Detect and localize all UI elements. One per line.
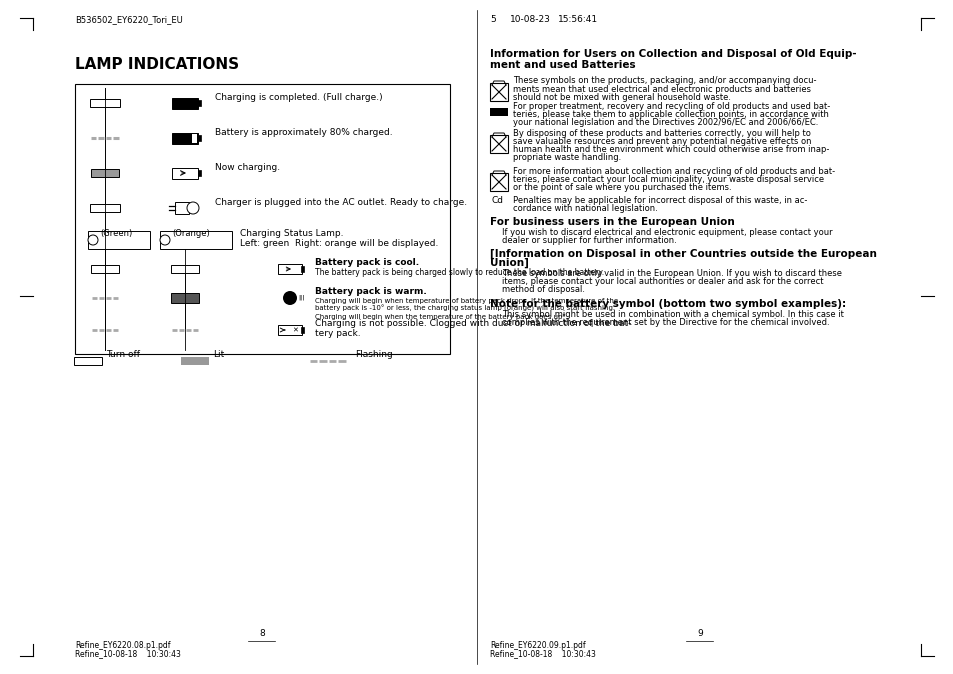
Text: Refine_EY6220.08.p1.pdf: Refine_EY6220.08.p1.pdf bbox=[75, 641, 171, 650]
Text: Union]: Union] bbox=[490, 258, 528, 268]
Text: |||: ||| bbox=[297, 295, 304, 301]
Text: Penalties may be applicable for incorrect disposal of this waste, in ac-: Penalties may be applicable for incorrec… bbox=[513, 196, 806, 205]
Bar bbox=[74, 357, 102, 365]
Bar bbox=[490, 173, 507, 191]
Text: propriate waste handling.: propriate waste handling. bbox=[513, 153, 620, 162]
Text: Turn off: Turn off bbox=[106, 350, 140, 359]
Circle shape bbox=[187, 202, 199, 214]
Text: Charging Status Lamp.: Charging Status Lamp. bbox=[240, 229, 343, 238]
Text: Refine_10-08-18    10:30:43: Refine_10-08-18 10:30:43 bbox=[75, 649, 181, 658]
Text: save valuable resources and prevent any potential negative effects on: save valuable resources and prevent any … bbox=[513, 137, 811, 146]
Text: battery pack is -10° or less, the charging status lamp (orange) will also start : battery pack is -10° or less, the chargi… bbox=[314, 305, 615, 313]
Text: B536502_EY6220_Tori_EU: B536502_EY6220_Tori_EU bbox=[75, 15, 183, 24]
Text: Battery pack is cool.: Battery pack is cool. bbox=[314, 258, 418, 267]
Text: 9: 9 bbox=[697, 629, 702, 638]
Text: By disposing of these products and batteries correctly, you will help to: By disposing of these products and batte… bbox=[513, 129, 810, 138]
Text: Refine_10-08-18    10:30:43: Refine_10-08-18 10:30:43 bbox=[490, 649, 596, 658]
Bar bbox=[198, 100, 201, 106]
Text: Charging will begin when temperature of battery pack drops. If the temperature o: Charging will begin when temperature of … bbox=[314, 298, 618, 304]
Bar bbox=[301, 266, 304, 272]
Bar bbox=[75, 84, 450, 354]
Text: The battery pack is being charged slowly to reduce the load on the battery.: The battery pack is being charged slowly… bbox=[314, 268, 603, 277]
Circle shape bbox=[88, 235, 98, 245]
Bar bbox=[490, 108, 507, 116]
Text: Refine_EY6220.09.p1.pdf: Refine_EY6220.09.p1.pdf bbox=[490, 641, 585, 650]
Bar bbox=[90, 204, 120, 212]
Text: 15:56:41: 15:56:41 bbox=[558, 15, 598, 24]
Text: LAMP INDICATIONS: LAMP INDICATIONS bbox=[75, 57, 239, 72]
Text: Cd: Cd bbox=[492, 196, 503, 205]
Text: your national legislation and the Directives 2002/96/EC and 2006/66/EC.: your national legislation and the Direct… bbox=[513, 118, 818, 127]
Text: [Information on Disposal in other Countries outside the European: [Information on Disposal in other Countr… bbox=[490, 249, 876, 259]
Text: These symbols are only valid in the European Union. If you wish to discard these: These symbols are only valid in the Euro… bbox=[501, 269, 841, 278]
Text: Charging will begin when the temperature of the battery pack goes up": Charging will begin when the temperature… bbox=[314, 314, 565, 320]
Bar bbox=[277, 325, 302, 335]
Text: If you wish to discard electrical and electronic equipment, please contact your: If you wish to discard electrical and el… bbox=[501, 228, 832, 237]
Text: For proper treatment, recovery and recycling of old products and used bat-: For proper treatment, recovery and recyc… bbox=[513, 102, 829, 111]
Bar bbox=[301, 327, 304, 333]
Text: items, please contact your local authorities or dealer and ask for the correct: items, please contact your local authori… bbox=[501, 277, 822, 286]
Text: For business users in the European Union: For business users in the European Union bbox=[490, 217, 734, 227]
Text: Battery is approximately 80% charged.: Battery is approximately 80% charged. bbox=[214, 128, 393, 137]
Bar bbox=[490, 83, 507, 101]
Circle shape bbox=[283, 291, 296, 305]
Bar bbox=[171, 293, 199, 303]
Bar bbox=[277, 264, 302, 274]
Text: teries, please take them to applicable collection points, in accordance with: teries, please take them to applicable c… bbox=[513, 110, 828, 119]
Circle shape bbox=[160, 235, 170, 245]
Text: 8: 8 bbox=[259, 629, 265, 638]
Bar bbox=[172, 98, 198, 109]
Text: tery pack.: tery pack. bbox=[314, 329, 360, 338]
Bar bbox=[192, 133, 196, 142]
Bar bbox=[91, 265, 119, 273]
Text: Battery pack is warm.: Battery pack is warm. bbox=[314, 287, 426, 296]
FancyBboxPatch shape bbox=[160, 231, 232, 249]
Text: ✕: ✕ bbox=[292, 327, 297, 333]
Bar bbox=[198, 170, 201, 176]
Text: complies with the requirement set by the Directive for the chemical involved.: complies with the requirement set by the… bbox=[501, 318, 829, 327]
Text: teries, please contact your local municipality, your waste disposal service: teries, please contact your local munici… bbox=[513, 175, 823, 184]
Text: For more information about collection and recycling of old products and bat-: For more information about collection an… bbox=[513, 167, 834, 176]
Bar bbox=[90, 99, 120, 107]
Text: These symbols on the products, packaging, and/or accompanying docu-: These symbols on the products, packaging… bbox=[513, 76, 816, 85]
Text: Left: green  Right: orange will be displayed.: Left: green Right: orange will be displa… bbox=[240, 239, 438, 248]
FancyBboxPatch shape bbox=[88, 231, 150, 249]
Text: Now charging.: Now charging. bbox=[214, 163, 280, 172]
Text: 5: 5 bbox=[490, 15, 496, 24]
Text: Information for Users on Collection and Disposal of Old Equip-: Information for Users on Collection and … bbox=[490, 49, 856, 59]
Bar bbox=[172, 133, 198, 144]
Text: dealer or supplier for further information.: dealer or supplier for further informati… bbox=[501, 236, 676, 245]
Text: This symbol might be used in combination with a chemical symbol. In this case it: This symbol might be used in combination… bbox=[501, 310, 843, 319]
Text: 10-08-23: 10-08-23 bbox=[510, 15, 550, 24]
Bar bbox=[91, 169, 119, 177]
Text: Charging is not possible. Clogged with dust or malfunction of the bat-: Charging is not possible. Clogged with d… bbox=[314, 319, 631, 328]
Text: Flashing: Flashing bbox=[355, 350, 393, 359]
Text: should not be mixed with general household waste.: should not be mixed with general househo… bbox=[513, 93, 730, 102]
Text: Charger is plugged into the AC outlet. Ready to charge.: Charger is plugged into the AC outlet. R… bbox=[214, 198, 467, 207]
Text: or the point of sale where you purchased the items.: or the point of sale where you purchased… bbox=[513, 183, 731, 192]
Bar bbox=[174, 202, 189, 214]
Text: Charging is completed. (Full charge.): Charging is completed. (Full charge.) bbox=[214, 93, 382, 102]
Text: (Orange): (Orange) bbox=[172, 229, 210, 238]
Text: Note for the battery symbol (bottom two symbol examples):: Note for the battery symbol (bottom two … bbox=[490, 299, 845, 309]
Bar bbox=[171, 265, 199, 273]
Text: Lit: Lit bbox=[213, 350, 224, 359]
Text: (Green): (Green) bbox=[100, 229, 132, 238]
Bar bbox=[172, 168, 198, 179]
Bar bbox=[490, 135, 507, 153]
Bar bbox=[181, 357, 209, 365]
Bar bbox=[198, 135, 201, 141]
Text: ment and used Batteries: ment and used Batteries bbox=[490, 60, 635, 70]
Text: method of disposal.: method of disposal. bbox=[501, 285, 584, 294]
Text: human health and the environment which could otherwise arise from inap-: human health and the environment which c… bbox=[513, 145, 828, 154]
Text: cordance with national legislation.: cordance with national legislation. bbox=[513, 204, 657, 213]
Text: ments mean that used electrical and electronic products and batteries: ments mean that used electrical and elec… bbox=[513, 85, 810, 94]
